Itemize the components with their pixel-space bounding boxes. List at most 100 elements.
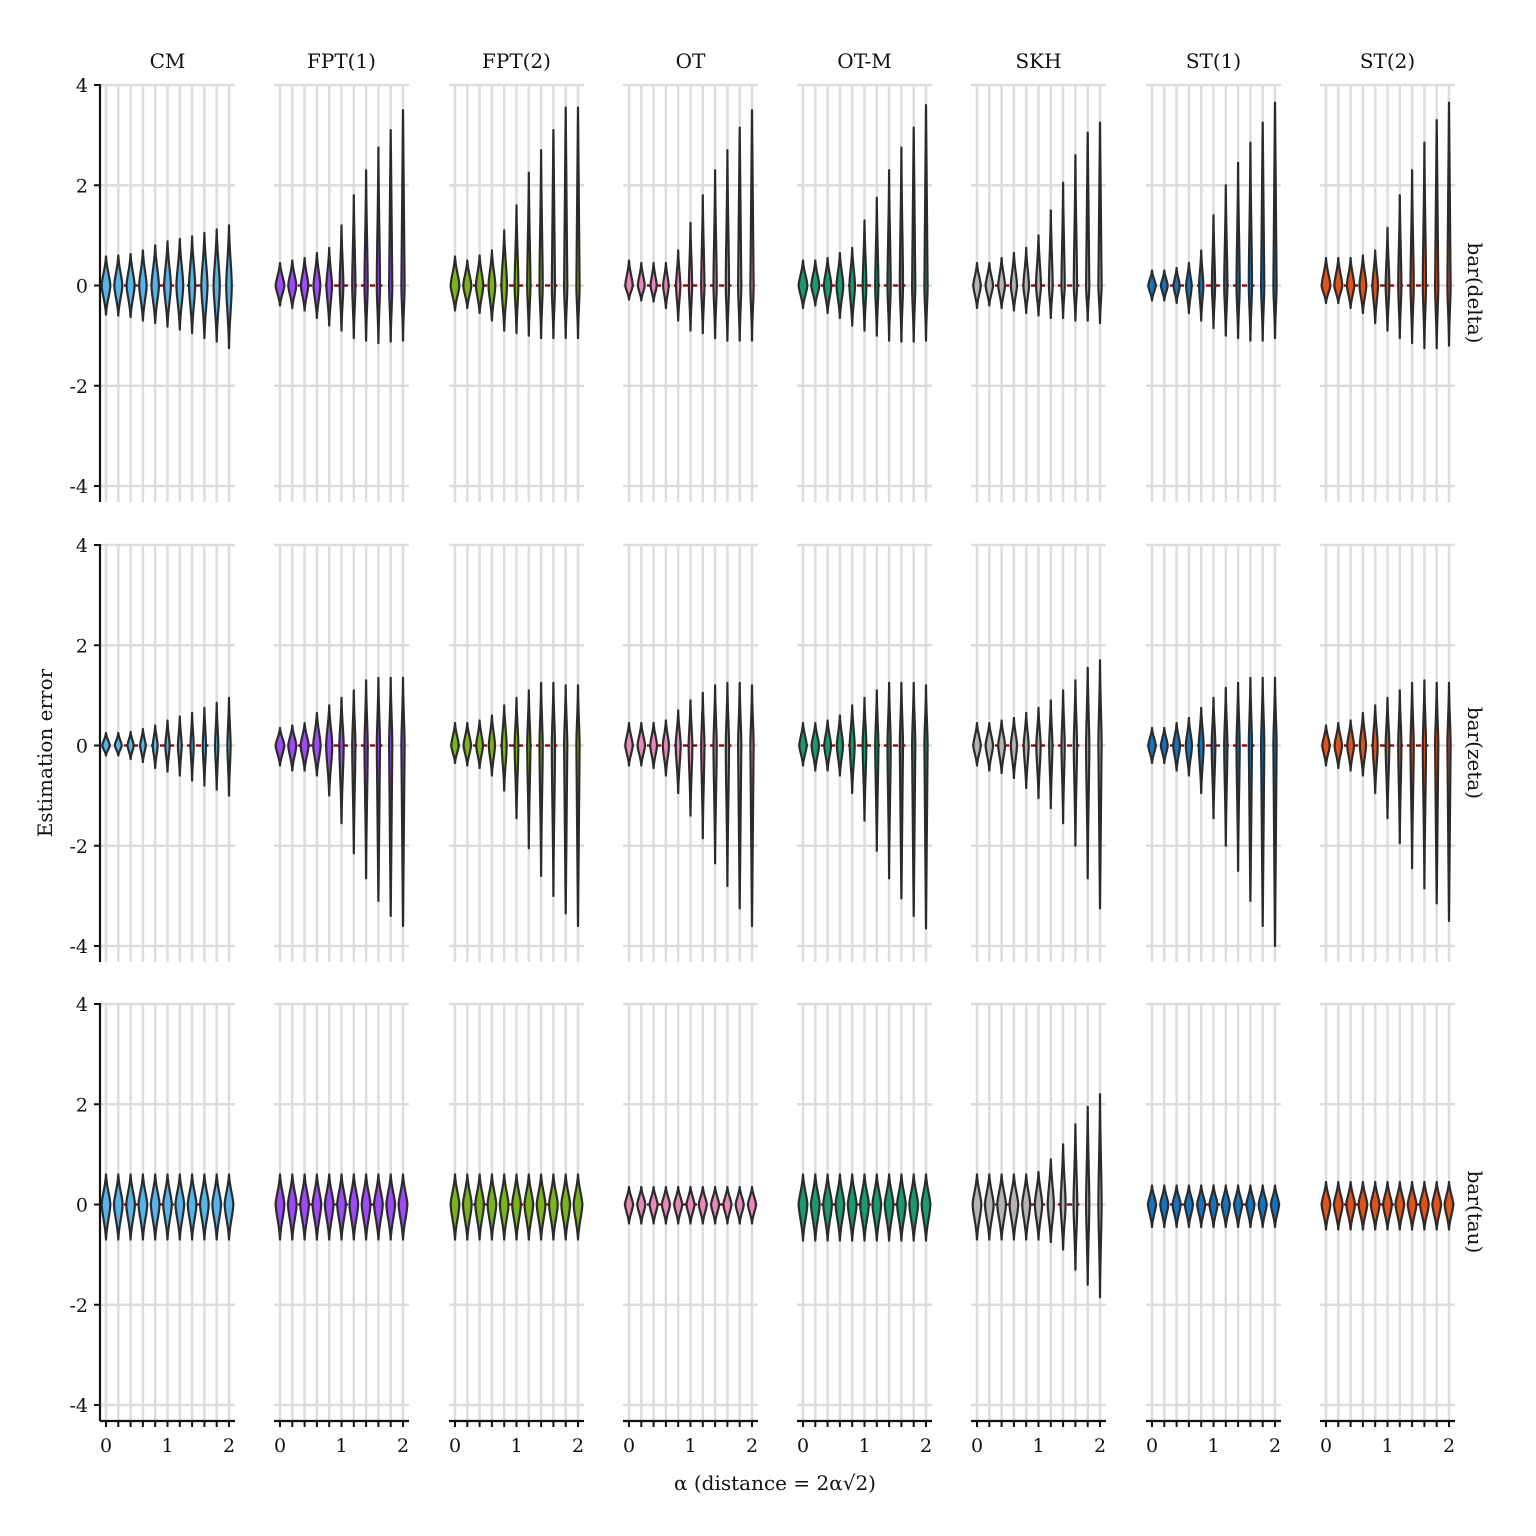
violin-bar-tau-ot-5 — [685, 1185, 696, 1225]
facet-column-label-st-1: ST(1) — [1186, 49, 1241, 73]
violin-bar-delta-fpt-1-10 — [400, 108, 406, 342]
violin-bar-tau-ot-9 — [734, 1185, 745, 1225]
y-tick-label: 0 — [76, 736, 88, 758]
violin-bar-zeta-ot-1 — [636, 721, 647, 767]
facet-column-label-skh: SKH — [1015, 49, 1061, 73]
violin-bar-tau-skh-7 — [1059, 1143, 1067, 1251]
violin-bar-zeta-st-2-6 — [1397, 689, 1403, 845]
violins — [100, 101, 1455, 1299]
violin-bar-zeta-st-2-10 — [1446, 681, 1452, 923]
violin-bar-zeta-st-1-8 — [1247, 676, 1254, 902]
violin-bar-delta-ot-m-3 — [835, 251, 845, 320]
violin-bar-delta-ot-m-4 — [848, 246, 857, 327]
facet-row-label-bar-tau: bar(tau) — [1463, 1171, 1487, 1254]
violin-bar-delta-ot-m-9 — [911, 126, 917, 343]
x-tick-label: 0 — [971, 1435, 983, 1457]
violin-bar-zeta-cm-1 — [113, 731, 123, 757]
violin-bar-tau-ot-m-9 — [908, 1173, 920, 1242]
violin-bar-delta-fpt-1-1 — [287, 259, 298, 310]
violin-bar-tau-ot-6 — [697, 1185, 708, 1225]
violin-bar-delta-st-1-0 — [1147, 269, 1157, 302]
violin-bar-zeta-fpt-2-2 — [475, 719, 485, 770]
violin-bar-delta-fpt-1-3 — [312, 251, 322, 320]
violin-bar-delta-ot-4 — [674, 249, 682, 322]
violin-bar-tau-ot-2 — [648, 1185, 659, 1225]
violin-bar-zeta-ot-2 — [649, 721, 659, 770]
violin-bar-delta-cm-10 — [225, 224, 233, 350]
violin-bar-delta-st-2-8 — [1421, 141, 1428, 350]
y-tick-label: -2 — [69, 836, 88, 858]
y-tick-label: 2 — [76, 175, 88, 197]
violin-bar-zeta-skh-3 — [1009, 716, 1019, 780]
violin-bar-zeta-ot-m-7 — [886, 681, 892, 880]
x-tick-label: 0 — [1320, 1435, 1332, 1457]
violin-bar-zeta-ot-4 — [674, 709, 682, 795]
violin-bar-zeta-fpt-1-9 — [388, 676, 394, 918]
violin-bar-delta-st-1-7 — [1235, 161, 1241, 340]
y-tick-label: -4 — [69, 1395, 88, 1417]
x-tick-label: 0 — [100, 1435, 112, 1457]
facet-row-label-bar-delta: bar(delta) — [1463, 243, 1487, 344]
violin-bar-zeta-skh-1 — [984, 721, 995, 772]
violin-bar-tau-cm-5 — [162, 1173, 173, 1241]
violin-bar-tau-st-2-3 — [1357, 1180, 1369, 1231]
violin-bar-delta-skh-9 — [1085, 131, 1091, 322]
violin-bar-delta-fpt-1-6 — [351, 194, 357, 340]
y-tick-label: 0 — [76, 276, 88, 298]
violin-bar-tau-fpt-2-2 — [474, 1173, 486, 1241]
violin-bar-tau-fpt-2-8 — [547, 1173, 559, 1241]
violin-bar-tau-fpt-2-4 — [498, 1173, 510, 1241]
violin-bar-tau-st-2-5 — [1382, 1180, 1393, 1231]
facet-column-label-ot-m: OT-M — [837, 49, 891, 73]
violin-bar-tau-fpt-1-5 — [336, 1173, 347, 1241]
violin-bar-delta-st-1-1 — [1159, 269, 1169, 302]
violin-bar-tau-skh-1 — [983, 1173, 995, 1241]
violin-bar-tau-skh-0 — [971, 1173, 983, 1241]
violin-bar-zeta-fpt-1-7 — [363, 679, 369, 880]
violin-bar-tau-fpt-1-7 — [360, 1173, 372, 1241]
violin-bar-zeta-fpt-1-5 — [338, 696, 345, 825]
x-tick-label: 2 — [746, 1435, 758, 1457]
violin-bar-tau-st-2-9 — [1431, 1180, 1443, 1231]
violin-bar-zeta-skh-6 — [1048, 699, 1054, 810]
violin-bar-tau-fpt-1-0 — [274, 1173, 286, 1241]
violin-bar-zeta-skh-7 — [1060, 689, 1066, 825]
violin-bar-tau-cm-10 — [223, 1173, 235, 1241]
violin-bar-tau-fpt-1-4 — [323, 1173, 335, 1241]
violin-bar-delta-ot-7 — [712, 169, 718, 340]
violin-bar-zeta-cm-0 — [101, 731, 111, 757]
violin-bar-delta-fpt-1-2 — [299, 256, 310, 312]
violin-bar-tau-cm-6 — [174, 1173, 186, 1241]
violin-bar-tau-st-2-0 — [1320, 1180, 1332, 1231]
violin-bar-zeta-cm-8 — [201, 706, 208, 787]
violin-bar-tau-cm-2 — [125, 1173, 137, 1241]
facet-row-label-bar-zeta: bar(zeta) — [1463, 707, 1487, 799]
violin-bar-zeta-cm-3 — [139, 727, 147, 764]
x-tick-label: 1 — [161, 1435, 173, 1457]
violin-bar-delta-cm-2 — [125, 252, 136, 319]
x-axis-title: α (distance = 2α√2) — [674, 1471, 876, 1495]
violin-bar-delta-st-2-10 — [1446, 101, 1452, 347]
facet-column-label-st-2: ST(2) — [1360, 49, 1415, 73]
violin-bar-zeta-st-1-1 — [1159, 726, 1169, 765]
violin-bar-zeta-fpt-2-10 — [575, 684, 581, 928]
violin-bar-tau-skh-9 — [1085, 1105, 1091, 1286]
violin-bar-delta-cm-6 — [175, 237, 185, 331]
violin-bar-delta-ot-6 — [700, 194, 706, 335]
violin-bar-zeta-fpt-2-4 — [500, 704, 508, 792]
violin-bar-zeta-st-2-3 — [1358, 711, 1368, 777]
violin-bar-delta-st-2-6 — [1397, 194, 1403, 340]
violin-bar-zeta-ot-10 — [749, 684, 755, 928]
violin-bar-delta-fpt-2-1 — [462, 259, 473, 310]
x-tick-label: 2 — [1443, 1435, 1455, 1457]
x-tick-label: 2 — [223, 1435, 235, 1457]
violin-bar-zeta-ot-m-8 — [898, 681, 905, 900]
violin-bar-zeta-cm-10 — [226, 696, 232, 797]
labels: 4 2 0 -2 -4 4 2 0 -2 -4 4 2 0 -2 -4 0 1 2 0 1 2 0 1 2 0 1 2 0 1 2 0 1 2 0… — [33, 49, 1487, 1495]
violin-bar-delta-fpt-2-2 — [474, 254, 485, 315]
violin-bar-zeta-ot-8 — [724, 681, 731, 887]
violin-bar-tau-st-1-10 — [1269, 1184, 1281, 1229]
violin-bar-delta-cm-4 — [150, 244, 160, 325]
violin-bar-tau-st-1-7 — [1233, 1184, 1244, 1229]
